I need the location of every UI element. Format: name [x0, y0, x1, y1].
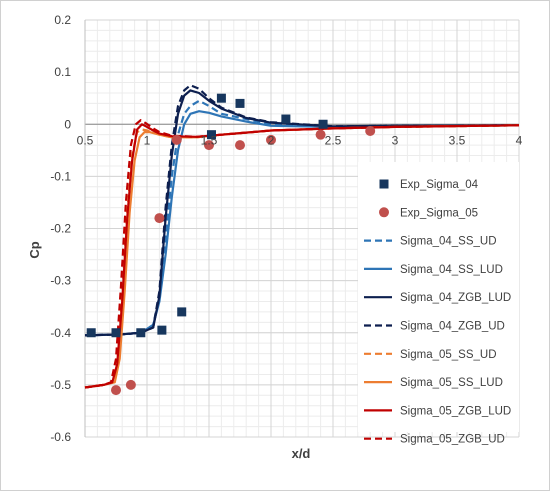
series-layer [84, 84, 520, 396]
y-tick-label: 0.1 [54, 65, 71, 79]
data-point-square [216, 93, 226, 103]
data-point-square [206, 130, 216, 140]
legend-label: Exp_Sigma_04 [400, 179, 479, 191]
legend-label: Exp_Sigma_05 [400, 207, 478, 219]
data-point-circle [171, 134, 182, 145]
legend-label: Sigma_04_ZGB_UD [400, 321, 505, 333]
x-tick-label: 4 [516, 133, 523, 147]
legend-item: Exp_Sigma_05 [379, 207, 478, 219]
y-tick-label: -0.6 [50, 430, 71, 444]
legend-label: Sigma_04_SS_LUD [400, 264, 503, 276]
series-exp-sigma-04 [86, 93, 328, 338]
data-point-circle [111, 385, 121, 396]
legend-item: Sigma_05_ZGB_UD [364, 434, 505, 446]
series-exp-sigma-05 [111, 126, 376, 396]
data-point-square [136, 328, 146, 338]
x-tick-label: 0.5 [77, 133, 94, 147]
legend-item: Sigma_04_SS_UD [364, 236, 497, 248]
data-point-square [157, 325, 167, 335]
y-axis-label: Cp [27, 241, 42, 258]
data-point-circle [365, 126, 376, 137]
data-point-circle [235, 140, 245, 151]
data-point-square [379, 179, 389, 189]
data-point-circle [125, 379, 136, 390]
legend-item: Sigma_04_SS_LUD [364, 264, 503, 276]
data-point-square [281, 114, 291, 124]
series-sigma-04-zgb-ud [84, 84, 520, 337]
x-tick-label: 2.5 [325, 133, 342, 147]
x-axis-label: x/d [292, 446, 311, 461]
series-sigma-05-zgb-lud [84, 123, 520, 389]
legend-item: Exp_Sigma_04 [379, 179, 479, 191]
series-line [84, 110, 520, 337]
x-tick-label: 3.5 [449, 133, 466, 147]
legend-item: Sigma_04_ZGB_UD [364, 321, 505, 333]
data-point-circle [379, 207, 389, 218]
data-point-circle [204, 140, 214, 151]
y-tick-label: -0.3 [50, 274, 71, 288]
y-tick-label: -0.2 [50, 222, 71, 236]
y-tick-label: 0.2 [54, 13, 71, 27]
x-tick-label: 1.5 [201, 133, 218, 147]
legend-item: Sigma_05_ZGB_LUD [364, 405, 511, 417]
legend-item: Sigma_05_SS_LUD [364, 377, 503, 389]
series-sigma-05-zgb-ud [84, 119, 520, 389]
legend-label: Sigma_05_SS_LUD [400, 377, 503, 389]
data-point-square [318, 119, 328, 129]
x-tick-label: 2 [268, 133, 275, 147]
series-line [84, 84, 520, 337]
x-tick-label: 1 [144, 133, 151, 147]
data-point-circle [315, 129, 326, 140]
legend-label: Sigma_05_ZGB_LUD [400, 405, 511, 417]
data-point-circle [154, 213, 165, 224]
data-point-square [235, 98, 245, 108]
series-sigma-04-ss-lud [84, 110, 520, 337]
series-line [84, 123, 520, 389]
x-tick-label: 3 [392, 133, 399, 147]
series-line [84, 119, 520, 389]
data-point-square [86, 328, 96, 338]
legend-label: Sigma_04_SS_UD [400, 236, 497, 248]
legend: Exp_Sigma_04 Exp_Sigma_05 Sigma_04_SS_UD Si… [358, 162, 519, 446]
legend-label: Sigma_05_ZGB_UD [400, 434, 505, 446]
y-tick-label: -0.5 [50, 378, 71, 392]
y-tick-label: 0 [64, 117, 71, 131]
data-point-circle [266, 134, 276, 145]
y-tick-label: -0.4 [50, 326, 71, 340]
legend-item: Sigma_04_ZGB_LUD [364, 292, 511, 304]
tick-labels: 0.5 1 1.5 2 2.5 3 3.5 4 0.2 0.1 0 -0.1 -0.2 -0.3 -0.4 -… [50, 13, 522, 444]
legend-item: Sigma_05_SS_UD [364, 349, 497, 361]
data-point-square [111, 328, 121, 338]
y-tick-label: -0.1 [50, 169, 71, 183]
data-point-square [177, 307, 187, 317]
legend-label: Sigma_04_ZGB_LUD [400, 292, 511, 304]
legend-label: Sigma_05_SS_UD [400, 349, 497, 361]
